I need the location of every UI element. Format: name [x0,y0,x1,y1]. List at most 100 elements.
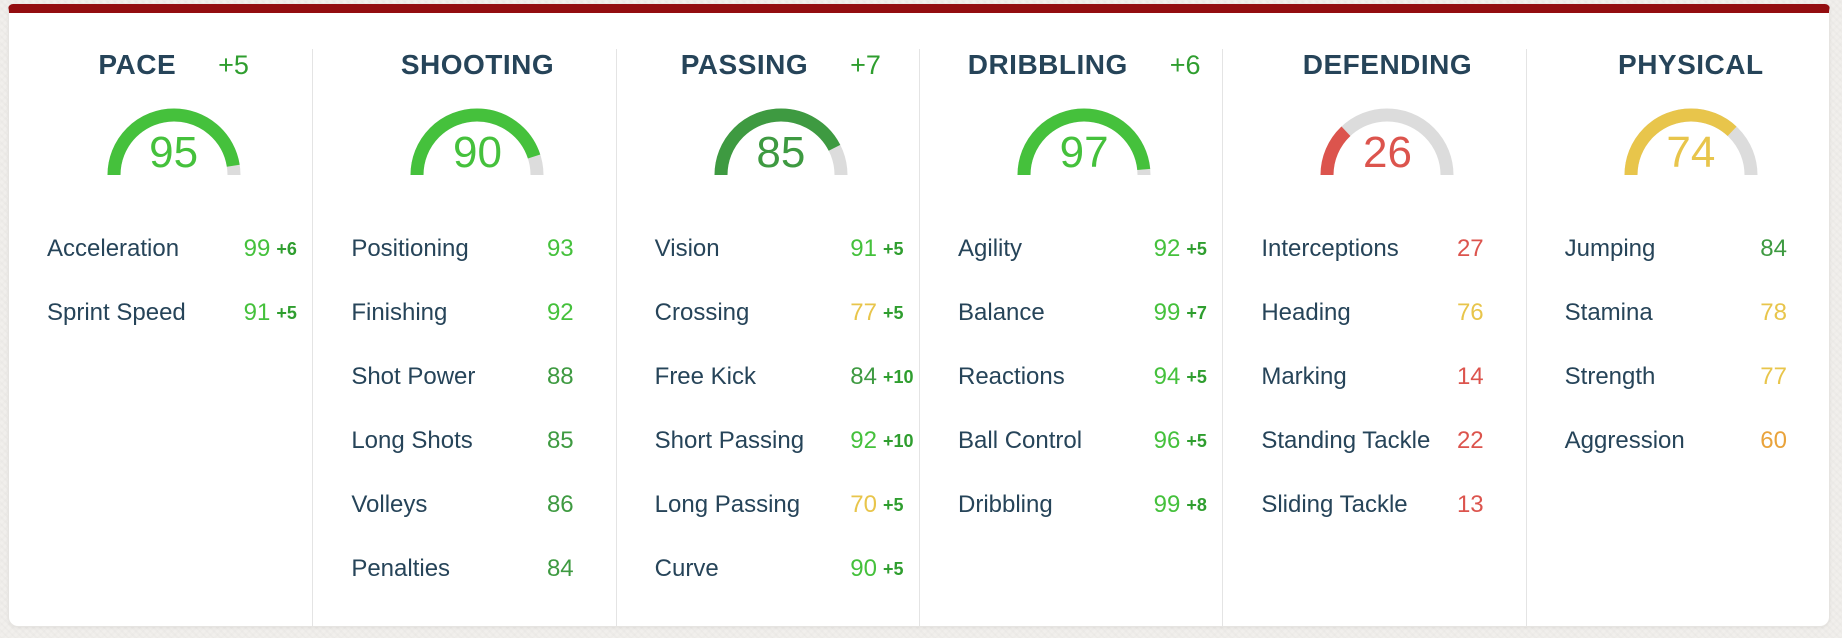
stat-category-columns: PACE +5 95 Acceleration 99 +6 Sprint Spe… [9,13,1829,626]
stat-value: 84 [1760,235,1787,262]
stat-boost: +10 [883,430,914,451]
stat-label: Crossing [654,299,750,326]
rating-gauge: 97 [1014,93,1154,189]
category-header: PACE +5 [47,49,300,83]
stat-value: 22 [1456,427,1484,454]
stat-label: Finishing [351,299,448,326]
stat-category-column: PHYSICAL 74 Jumping 84 Stamina 78 Streng… [1525,49,1829,626]
stat-label: Jumping [1564,235,1656,262]
stat-value: 99 [1153,491,1181,518]
stat-label: Dribbling [958,491,1053,518]
stat-row: Long Passing 70 +5 [655,473,907,537]
category-title: DEFENDING [1302,49,1473,80]
stat-list: Agility 92 +5 Balance 99 +7 Reactions 94… [958,217,1210,537]
category-header: PHYSICAL [1565,49,1817,83]
stat-boost: +5 [883,494,904,515]
stat-label: Heading [1261,299,1351,326]
stat-value: 92 [850,427,877,454]
rating-value: 90 [453,128,502,177]
stat-row: Crossing 77 +5 [655,281,907,345]
gauge-fill [410,108,544,176]
stat-boost: +5 [883,558,904,579]
stat-row: Agility 92 +5 [958,217,1210,281]
category-header: DRIBBLING +6 [958,49,1210,83]
gauge-fill [107,108,241,176]
stat-label: Strength [1564,363,1656,390]
gauge-fill [714,108,848,176]
stat-label: Acceleration [47,235,180,262]
stat-row: Sprint Speed 91 +5 [47,281,300,345]
gauge-arc-icon [714,108,848,176]
stat-row: Marking 14 [1261,345,1513,409]
stat-row: Shot Power 88 [351,345,603,409]
stat-value: 76 [1456,299,1484,326]
rating-gauge: 26 [1317,93,1457,189]
stat-label: Sliding Tackle [1261,491,1408,518]
stat-category-column: DEFENDING 26 Interceptions 27 Heading 76… [1222,49,1525,626]
stat-boost: +5 [1186,366,1207,387]
stat-row: Balance 99 +7 [958,281,1210,345]
stat-row: Jumping 84 [1565,217,1817,281]
stat-list: Positioning 93 Finishing 92 Shot Power 8… [351,217,603,601]
stat-label: Aggression [1564,427,1685,454]
stat-label: Vision [654,235,720,262]
stat-value: 99 [1153,299,1181,326]
stat-value: 77 [850,299,877,326]
category-header: SHOOTING [351,49,603,83]
stat-label: Ball Control [958,427,1083,454]
category-title: PASSING [680,49,809,80]
category-title: DRIBBLING [967,49,1128,80]
stat-row: Positioning 93 [351,217,603,281]
stat-row: Standing Tackle 22 [1261,409,1513,473]
stat-label: Stamina [1564,299,1653,326]
stat-label: Penalties [351,555,451,582]
gauge-fill [1320,108,1454,176]
stat-list: Acceleration 99 +6 Sprint Speed 91 +5 [47,217,300,345]
stat-value: 99 [243,235,271,262]
stat-row: Dribbling 99 +8 [958,473,1210,537]
rating-gauge: 85 [711,93,851,189]
stat-value: 27 [1456,235,1484,262]
stat-boost: +6 [276,238,297,259]
player-stats-card: PACE +5 95 Acceleration 99 +6 Sprint Spe… [8,4,1830,627]
stat-value: 92 [1153,235,1181,262]
rating-gauge: 74 [1621,93,1761,189]
gauge-fill [1017,108,1151,176]
stat-category-column: DRIBBLING +6 97 Agility 92 +5 Balance 99… [919,49,1222,626]
stat-row: Long Shots 85 [351,409,603,473]
stat-value: 14 [1456,363,1484,390]
stat-row: Aggression 60 [1565,409,1817,473]
stat-boost: +8 [1186,494,1207,515]
stat-value: 85 [546,427,574,454]
stat-category-column: SHOOTING 90 Positioning 93 Finishing 92 … [312,49,615,626]
stat-value: 91 [243,299,271,326]
stat-list: Interceptions 27 Heading 76 Marking 14 S… [1261,217,1513,537]
stat-row: Free Kick 84 +10 [655,345,914,409]
stat-row: Volleys 86 [351,473,603,537]
stat-boost: +5 [883,302,904,323]
stat-label: Long Shots [351,427,473,454]
rating-value: 74 [1666,128,1716,177]
stat-boost: +5 [276,302,297,323]
stat-row: Short Passing 92 +10 [655,409,914,473]
gauge-arc-icon [107,108,241,176]
stat-value: 93 [546,235,574,262]
stat-value: 13 [1456,491,1484,518]
stat-value: 60 [1760,427,1787,454]
gauge-arc-icon [1017,108,1151,176]
stat-boost: +5 [1186,238,1207,259]
category-header: DEFENDING [1261,49,1513,83]
stat-label: Interceptions [1261,235,1399,262]
stat-value: 77 [1760,363,1787,390]
stat-boost: +7 [1186,302,1207,323]
stat-value: 91 [850,235,877,262]
stat-value: 70 [850,491,877,518]
category-title: SHOOTING [400,49,555,80]
category-boost: +7 [850,50,881,80]
stat-category-column: PACE +5 95 Acceleration 99 +6 Sprint Spe… [9,49,312,626]
stat-label: Marking [1261,363,1347,390]
stat-row: Finishing 92 [351,281,603,345]
category-title: PHYSICAL [1618,49,1764,80]
stat-label: Standing Tackle [1261,427,1431,454]
stat-value: 84 [546,555,574,582]
